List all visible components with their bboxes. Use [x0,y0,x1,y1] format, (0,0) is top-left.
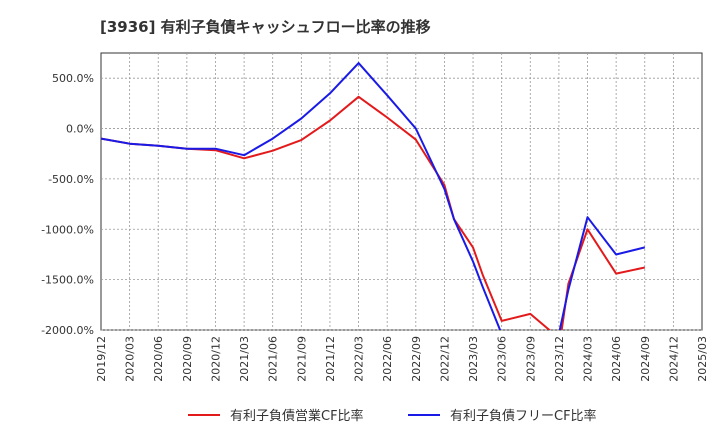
x-tick-label: 2019/12 [95,336,108,382]
x-tick-label: 2022/03 [353,336,366,382]
x-tick-label: 2023/03 [467,336,480,382]
series-line-2 [101,62,646,330]
legend-label-2: 有利子負債フリーCF比率 [450,408,597,424]
x-tick-label: 2023/12 [553,336,566,382]
x-tick-label: 2024/06 [610,336,623,382]
series-layer [101,62,646,330]
chart-title: [3936] 有利子負債キャッシュフロー比率の推移 [100,18,431,36]
x-tick-label: 2023/06 [496,336,509,382]
y-tick-label: -2000.0% [41,324,94,337]
x-axis: 2019/12 2020/03 2020/06 2020/09 2020/12 2021/… [95,336,709,382]
x-tick-label: 2024/03 [582,336,595,382]
x-tick-label: 2020/12 [209,336,222,382]
x-tick-label: 2021/09 [295,336,308,382]
x-tick-label: 2022/06 [381,336,394,382]
x-tick-label: 2023/09 [524,336,537,382]
y-tick-label: 0.0% [66,123,94,136]
y-tick-label: 500.0% [52,72,94,85]
y-axis: 500.0% 0.0% -500.0% -1000.0% -1500.0% -2000.0… [41,72,94,337]
legend-label-1: 有利子負債営業CF比率 [230,408,364,424]
x-tick-label: 2020/06 [152,336,165,382]
x-tick-label: 2021/03 [238,336,251,382]
y-tick-label: -1000.0% [41,223,94,236]
x-tick-label: 2024/09 [639,336,652,382]
legend: 有利子負債営業CF比率 有利子負債フリーCF比率 [188,408,597,424]
x-tick-label: 2025/03 [696,336,709,382]
y-tick-label: -500.0% [48,173,94,186]
x-tick-label: 2021/06 [267,336,280,382]
y-tick-label: -1500.0% [41,274,94,287]
x-tick-label: 2022/09 [410,336,423,382]
grid [101,53,702,331]
x-tick-label: 2021/12 [324,336,337,382]
x-tick-label: 2022/12 [438,336,451,382]
x-tick-label: 2020/03 [124,336,137,382]
series-line-1 [101,95,646,330]
x-tick-label: 2020/09 [181,336,194,382]
x-tick-label: 2024/12 [667,336,680,382]
plot-frame [100,52,703,331]
